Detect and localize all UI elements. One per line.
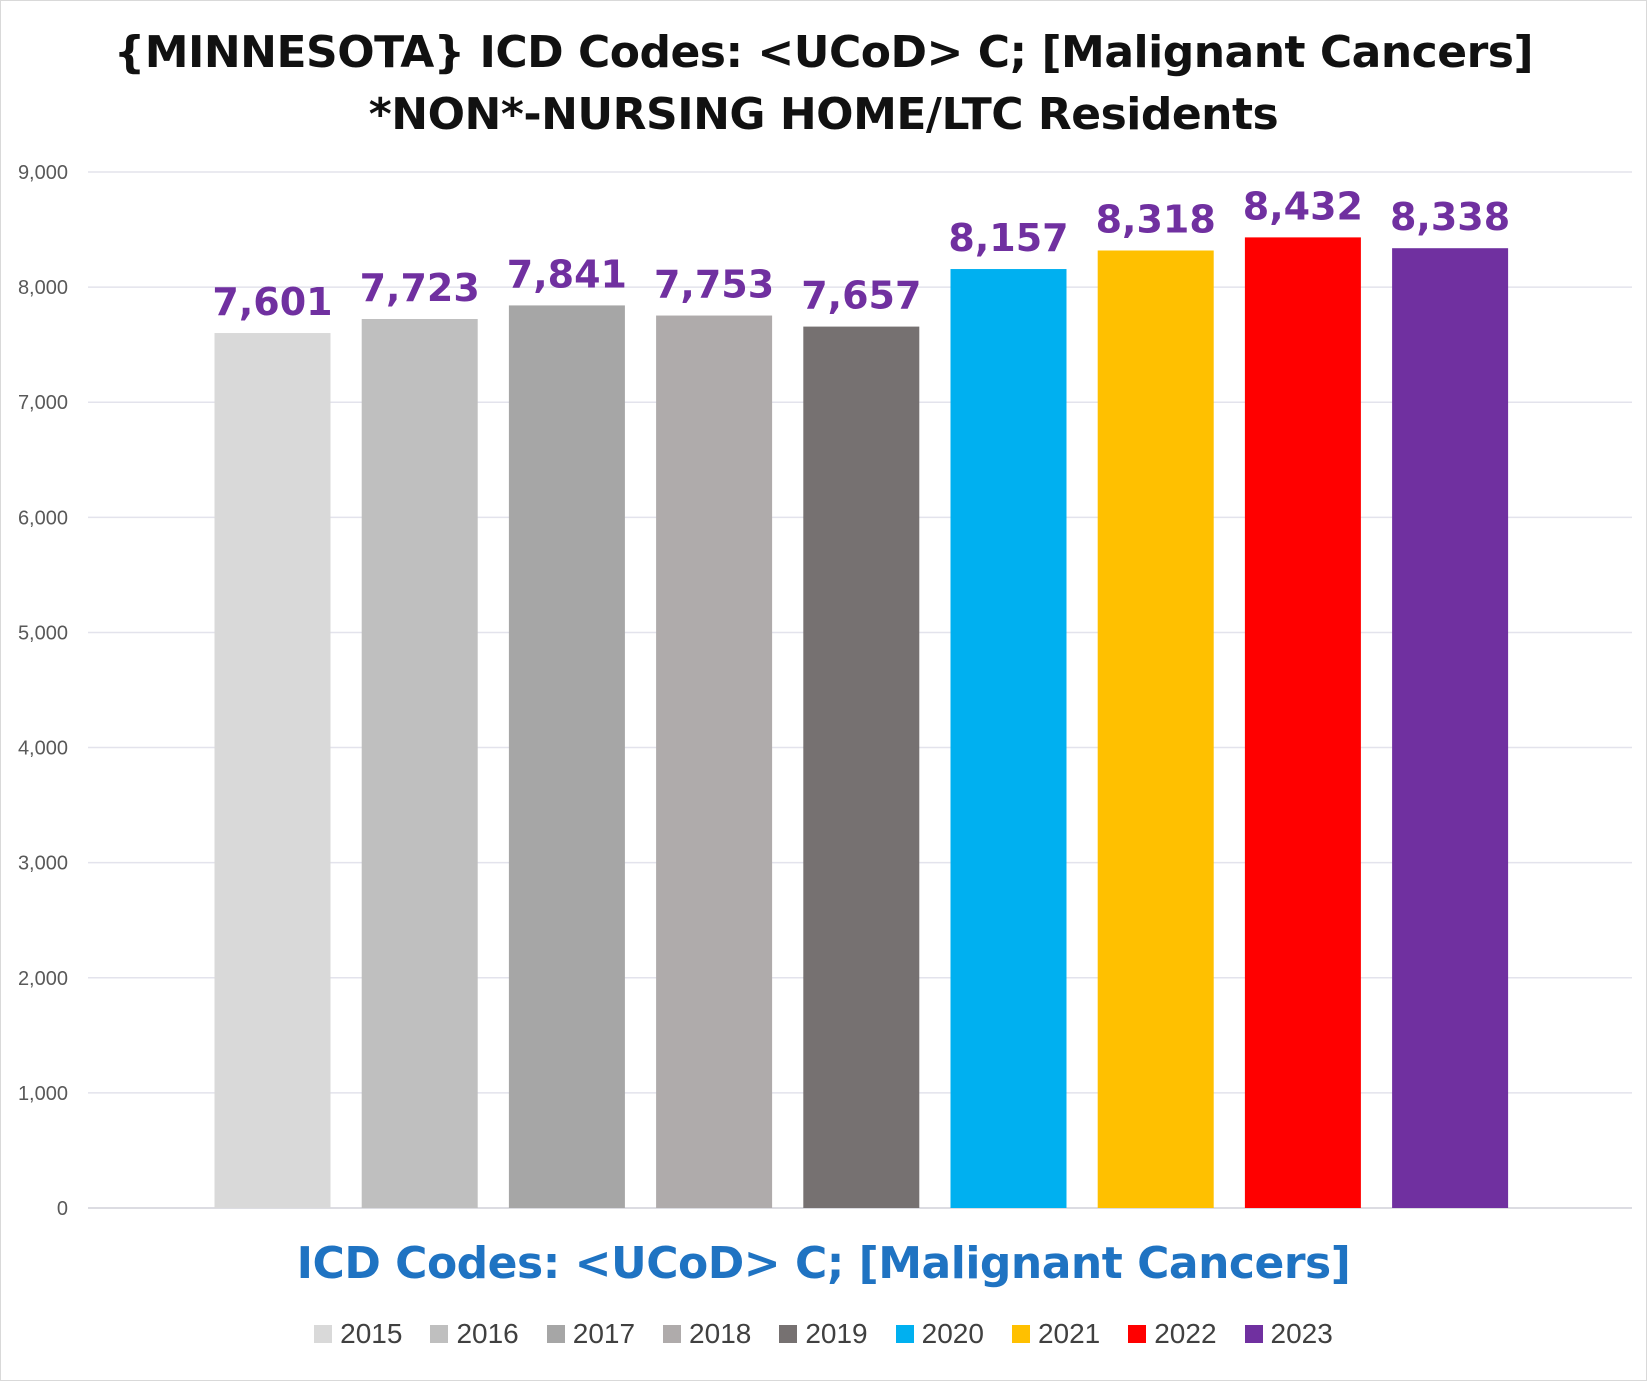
- legend-swatch: [1128, 1325, 1147, 1343]
- legend-label: 2015: [340, 1318, 403, 1349]
- legend-label: 2022: [1154, 1318, 1217, 1349]
- y-tick-label: 4,000: [18, 738, 68, 760]
- y-tick-label: 8,000: [18, 277, 68, 299]
- bar-2021: [1097, 250, 1214, 1208]
- data-label-2023: 8,338: [1390, 195, 1510, 239]
- legend-swatch: [1244, 1325, 1263, 1343]
- y-tick-label: 9,000: [18, 162, 68, 184]
- legend-item-2020: 2020: [895, 1318, 984, 1350]
- legend-swatch: [663, 1325, 682, 1343]
- chart-title: {MINNESOTA} ICD Codes: <UCoD> C; [Malign…: [0, 22, 1647, 146]
- y-tick-label: 3,000: [18, 853, 68, 875]
- legend-item-2015: 2015: [314, 1318, 402, 1350]
- legend-swatch: [895, 1325, 914, 1343]
- data-label-2022: 8,432: [1243, 184, 1363, 228]
- bar-2023: [1392, 248, 1509, 1208]
- legend-swatch: [779, 1325, 798, 1343]
- bar-2015: [214, 333, 331, 1209]
- legend-item-2023: 2023: [1244, 1318, 1333, 1350]
- data-label-2018: 7,753: [654, 263, 774, 307]
- x-axis-title: ICD Codes: <UCoD> C; [Malignant Cancers]: [296, 1238, 1351, 1289]
- legend: 2015 2016 2017 2018 2019 2020 2021 2022 2023: [0, 1318, 1647, 1350]
- chart-title-line-1: {MINNESOTA} ICD Codes: <UCoD> C; [Malign…: [113, 27, 1534, 78]
- bar-2020: [950, 269, 1067, 1208]
- legend-label: 2020: [921, 1318, 984, 1349]
- data-label-2019: 7,657: [801, 274, 921, 318]
- y-tick-label: 6,000: [18, 507, 68, 529]
- legend-item-2022: 2022: [1128, 1318, 1217, 1350]
- y-tick-label: 1,000: [18, 1083, 68, 1105]
- data-label-2021: 8,318: [1096, 198, 1216, 242]
- y-tick-label: 2,000: [18, 968, 68, 990]
- y-tick-label: 0: [57, 1198, 68, 1220]
- legend-item-2019: 2019: [779, 1318, 868, 1350]
- legend-label: 2019: [805, 1318, 868, 1349]
- data-label-2017: 7,841: [507, 252, 627, 296]
- legend-item-2021: 2021: [1011, 1318, 1101, 1350]
- legend-swatch: [1011, 1325, 1030, 1343]
- bar-2017: [508, 305, 625, 1208]
- legend-item-2018: 2018: [663, 1318, 751, 1350]
- data-label-2016: 7,723: [360, 266, 480, 310]
- legend-swatch: [546, 1325, 565, 1343]
- legend-swatch: [314, 1325, 333, 1343]
- data-label-2015: 7,601: [212, 280, 332, 324]
- bar-2018: [656, 315, 773, 1208]
- data-label-2020: 8,157: [948, 216, 1068, 260]
- legend-label: 2016: [456, 1318, 519, 1349]
- legend-item-2016: 2016: [430, 1318, 519, 1350]
- y-tick-label: 7,000: [18, 392, 68, 414]
- legend-label: 2017: [572, 1318, 636, 1349]
- legend-swatch: [430, 1325, 449, 1343]
- chart-title-line-2: *NON*-NURSING HOME/LTC Residents: [368, 89, 1279, 140]
- y-tick-label: 5,000: [18, 622, 68, 644]
- bar-2016: [361, 318, 478, 1208]
- bar-2022: [1244, 237, 1361, 1208]
- legend-label: 2018: [689, 1318, 752, 1349]
- legend-label: 2023: [1270, 1318, 1333, 1349]
- legend-item-2017: 2017: [546, 1318, 636, 1350]
- legend-label: 2021: [1037, 1318, 1101, 1349]
- bar-2019: [803, 326, 920, 1208]
